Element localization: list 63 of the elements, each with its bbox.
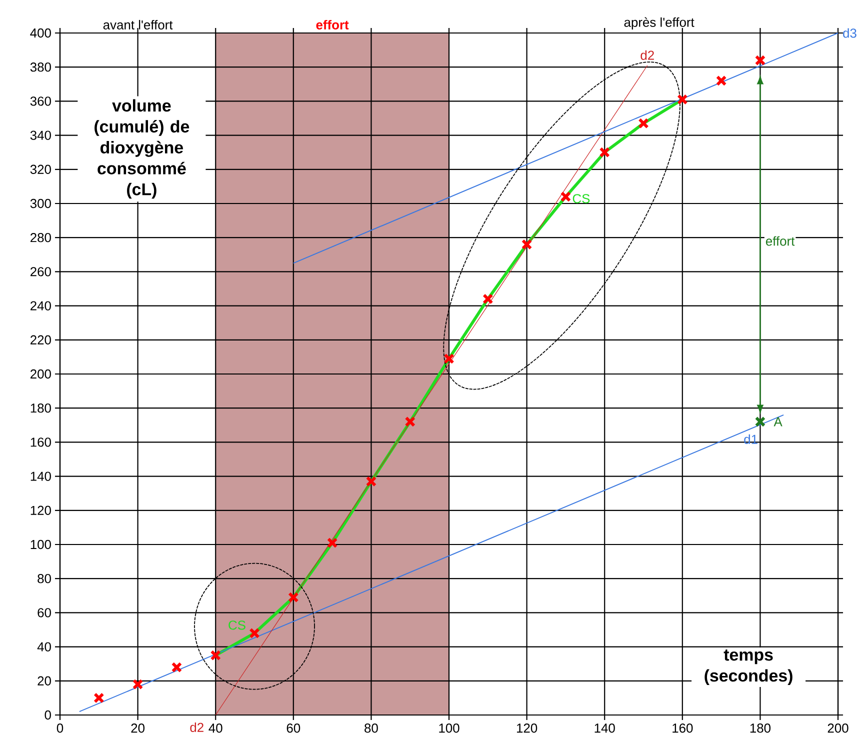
point (638, 118, 649, 129)
x-tick-label: 20 (131, 724, 144, 733)
point (366, 476, 377, 487)
point (404, 416, 416, 428)
text: avant l'effort (103, 20, 173, 30)
x-tick-label: 160 (672, 724, 693, 733)
point (132, 678, 144, 690)
x-tick-label: 100 (439, 724, 460, 733)
y-tick-label: 60 (38, 608, 51, 618)
y-tick-label: 320 (30, 164, 51, 174)
y-axis-title: volume (cumulé) de dioxygène consommé (cL) (94, 99, 190, 199)
y-tick-label: 260 (30, 267, 51, 276)
y-tick-label: 120 (30, 506, 51, 515)
x-tick-label: 60 (286, 724, 300, 733)
text: CS (228, 620, 246, 630)
point (677, 94, 688, 105)
y-tick-label: 280 (30, 233, 51, 242)
y-tick-label: 140 (30, 472, 51, 481)
y-tick-label: 40 (37, 642, 51, 652)
y-tick-label: 360 (30, 96, 51, 106)
y-tick-label: 20 (38, 676, 51, 686)
x-tick-label: 200 (828, 724, 848, 733)
point (599, 146, 610, 158)
x-tick-label: 140 (594, 724, 615, 733)
point (754, 416, 766, 428)
y-tick-label: 80 (38, 574, 51, 584)
x-axis-title: temps (secondes) (704, 650, 792, 686)
y-tick-label: 240 (30, 301, 51, 310)
series-label: d2 (640, 50, 654, 60)
point (171, 662, 182, 673)
x-tick-label: 180 (750, 724, 771, 733)
point (482, 294, 494, 304)
x-tick-label: 40 (208, 724, 222, 733)
point (210, 650, 221, 661)
y-tick-label: 200 (30, 369, 51, 379)
point (288, 592, 299, 603)
point (94, 692, 104, 704)
series-label: A (774, 417, 782, 426)
point (249, 628, 260, 639)
point (754, 54, 766, 66)
series-label: CS (572, 194, 590, 204)
y-tick-label: 180 (30, 404, 51, 413)
text: d2 (190, 722, 204, 732)
y-tick-label: 0 (44, 710, 51, 720)
point (560, 191, 572, 202)
series-label: d3 (843, 28, 856, 38)
x-tick-label: 0 (56, 724, 64, 733)
text: après l'effort (624, 17, 694, 30)
y-tick-label: 220 (30, 335, 51, 344)
band-label: effort (316, 20, 349, 30)
point (716, 75, 727, 86)
point (521, 239, 532, 250)
point (444, 353, 454, 364)
y-tick-label: 400 (30, 28, 51, 38)
y-tick-label: 340 (30, 130, 51, 140)
y-tick-label: 300 (30, 198, 51, 208)
y-tick-label: 100 (30, 540, 51, 550)
x-tick-label: 120 (516, 724, 538, 733)
y-tick-label: 380 (30, 62, 51, 72)
point (326, 537, 338, 548)
x-tick-label: 80 (364, 724, 378, 733)
annotation: effort (766, 236, 795, 246)
y-tick-label: 160 (30, 438, 51, 447)
